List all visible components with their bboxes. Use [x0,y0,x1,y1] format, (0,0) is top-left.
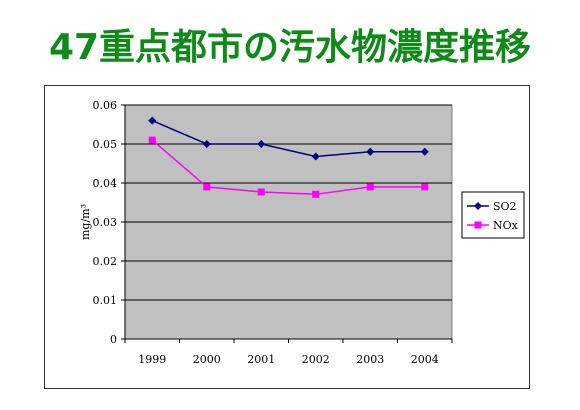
chart-frame: 0.06 0.05 0.04 0.03 0.02 0.01 0 1999 2000 2001 20… [44,85,530,389]
y-tick-label: 0 [110,333,117,346]
y-axis-label: mg/m³ [79,204,92,240]
series-line-nox [151,139,425,196]
y-tick-label: 0.03 [93,216,118,229]
x-tick-label: 2004 [411,353,439,366]
data-point-nox [257,188,265,196]
data-point-nox [148,136,156,144]
data-point-so2 [311,152,320,161]
legend-box [461,191,525,239]
legend-marker-nox [474,221,482,229]
data-point-so2 [148,116,157,125]
data-point-nox [366,183,374,191]
x-tick-label: 2003 [356,353,384,366]
y-tick-label: 0.02 [93,255,118,268]
x-axis-ticks: 1999 2000 2001 2002 2003 2004 [124,339,453,366]
y-tick-label: 0.01 [93,294,118,307]
legend-label-nox: NOx [493,219,519,232]
x-tick-label: 1999 [138,353,166,366]
y-axis-ticks: 0.06 0.05 0.04 0.03 0.02 0.01 0 [93,99,125,346]
legend: SO2 NOx [461,191,525,239]
line-chart: 0.06 0.05 0.04 0.03 0.02 0.01 0 1999 2000 2001 20… [79,99,525,366]
x-tick-label: 2002 [302,353,330,366]
page-title: 47重点都市の汚水物濃度推移 [48,27,532,68]
y-tick-label: 0.06 [93,99,118,112]
x-tick-label: 2000 [193,353,221,366]
data-point-nox [421,183,429,191]
legend-marker-so2 [474,202,482,210]
legend-label-so2: SO2 [493,200,517,213]
x-tick-label: 2001 [247,353,275,366]
data-point-so2 [366,147,375,156]
data-point-so2 [420,147,429,156]
data-point-so2 [257,140,266,148]
data-point-so2 [202,140,211,148]
y-tick-label: 0.04 [93,177,118,190]
data-point-nox [312,190,320,198]
data-point-nox [203,183,211,191]
series-line-so2 [151,119,425,158]
y-tick-label: 0.05 [93,138,118,151]
series-lines [148,116,429,198]
